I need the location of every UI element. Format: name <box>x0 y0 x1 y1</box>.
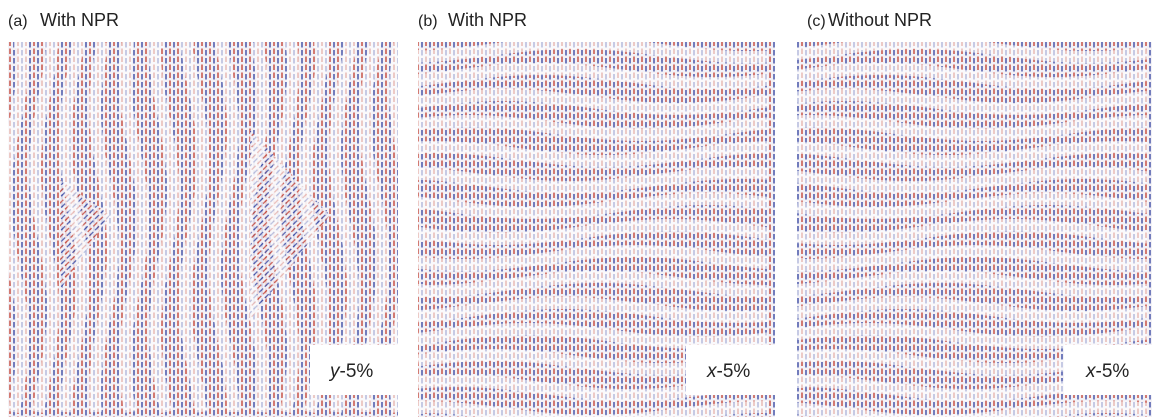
strain-label: x-5% <box>1085 361 1129 382</box>
panel-label: (c) <box>807 13 826 30</box>
panel-c: (c) Without NPR x-5% <box>797 10 1152 417</box>
figure: (a) With NPR y-5% (b) With NPR x-5% (c) … <box>0 0 1152 417</box>
strain-label: x-5% <box>706 361 750 382</box>
panel-label: (a) <box>8 13 28 30</box>
panel-title: With NPR <box>40 10 119 30</box>
panel-title: With NPR <box>448 10 527 30</box>
panel-b: (b) With NPR x-5% <box>418 10 775 417</box>
panel-a: (a) With NPR y-5% <box>5 10 413 417</box>
panel-title: Without NPR <box>828 10 932 30</box>
strain-label: y-5% <box>328 361 373 382</box>
panel-label: (b) <box>418 13 438 30</box>
